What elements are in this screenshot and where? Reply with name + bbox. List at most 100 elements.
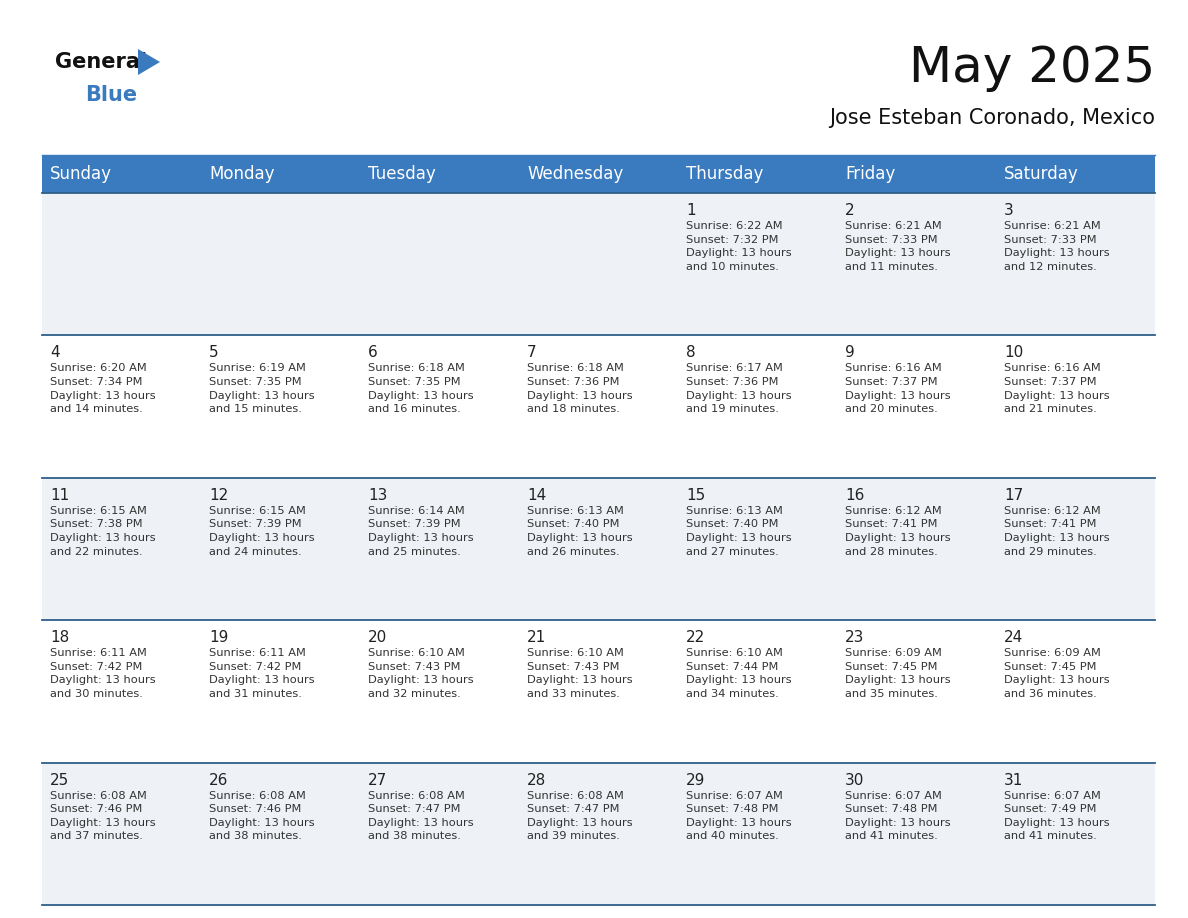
Text: Blue: Blue [86, 85, 137, 105]
Bar [838, 155, 996, 193]
Bar [838, 621, 996, 763]
Text: Sunrise: 6:12 AM
Sunset: 7:41 PM
Daylight: 13 hours
and 28 minutes.: Sunrise: 6:12 AM Sunset: 7:41 PM Dayligh… [845, 506, 950, 556]
Bar [42, 155, 201, 193]
Text: Sunrise: 6:14 AM
Sunset: 7:39 PM
Daylight: 13 hours
and 25 minutes.: Sunrise: 6:14 AM Sunset: 7:39 PM Dayligh… [368, 506, 474, 556]
Text: Sunrise: 6:17 AM
Sunset: 7:36 PM
Daylight: 13 hours
and 19 minutes.: Sunrise: 6:17 AM Sunset: 7:36 PM Dayligh… [685, 364, 791, 414]
Text: 19: 19 [209, 630, 228, 645]
Text: 23: 23 [845, 630, 865, 645]
Text: Sunrise: 6:20 AM
Sunset: 7:34 PM
Daylight: 13 hours
and 14 minutes.: Sunrise: 6:20 AM Sunset: 7:34 PM Dayligh… [50, 364, 156, 414]
Text: 11: 11 [50, 487, 69, 503]
Bar [519, 193, 678, 335]
Bar [838, 763, 996, 905]
Text: Sunrise: 6:07 AM
Sunset: 7:48 PM
Daylight: 13 hours
and 41 minutes.: Sunrise: 6:07 AM Sunset: 7:48 PM Dayligh… [845, 790, 950, 842]
Text: 31: 31 [1004, 773, 1023, 788]
Bar [678, 477, 838, 621]
Text: 6: 6 [368, 345, 378, 361]
Bar [519, 763, 678, 905]
Text: 12: 12 [209, 487, 228, 503]
Bar [360, 193, 519, 335]
Bar [360, 477, 519, 621]
Bar [201, 155, 360, 193]
Text: 4: 4 [50, 345, 59, 361]
Bar [42, 621, 201, 763]
Text: Sunrise: 6:08 AM
Sunset: 7:46 PM
Daylight: 13 hours
and 37 minutes.: Sunrise: 6:08 AM Sunset: 7:46 PM Dayligh… [50, 790, 156, 842]
Bar [519, 155, 678, 193]
Text: Sunrise: 6:16 AM
Sunset: 7:37 PM
Daylight: 13 hours
and 20 minutes.: Sunrise: 6:16 AM Sunset: 7:37 PM Dayligh… [845, 364, 950, 414]
Text: Sunrise: 6:13 AM
Sunset: 7:40 PM
Daylight: 13 hours
and 27 minutes.: Sunrise: 6:13 AM Sunset: 7:40 PM Dayligh… [685, 506, 791, 556]
Bar [201, 477, 360, 621]
Text: Sunrise: 6:10 AM
Sunset: 7:44 PM
Daylight: 13 hours
and 34 minutes.: Sunrise: 6:10 AM Sunset: 7:44 PM Dayligh… [685, 648, 791, 699]
Text: 2: 2 [845, 203, 854, 218]
Text: 10: 10 [1004, 345, 1023, 361]
Text: Sunrise: 6:08 AM
Sunset: 7:47 PM
Daylight: 13 hours
and 39 minutes.: Sunrise: 6:08 AM Sunset: 7:47 PM Dayligh… [527, 790, 633, 842]
Text: Sunrise: 6:10 AM
Sunset: 7:43 PM
Daylight: 13 hours
and 33 minutes.: Sunrise: 6:10 AM Sunset: 7:43 PM Dayligh… [527, 648, 633, 699]
Text: Thursday: Thursday [685, 165, 764, 183]
Text: 25: 25 [50, 773, 69, 788]
Text: Tuesday: Tuesday [368, 165, 436, 183]
Polygon shape [138, 49, 160, 75]
Bar [996, 477, 1155, 621]
Text: Sunrise: 6:18 AM
Sunset: 7:36 PM
Daylight: 13 hours
and 18 minutes.: Sunrise: 6:18 AM Sunset: 7:36 PM Dayligh… [527, 364, 633, 414]
Text: May 2025: May 2025 [909, 44, 1155, 92]
Text: Sunday: Sunday [50, 165, 112, 183]
Bar [360, 621, 519, 763]
Bar [519, 477, 678, 621]
Text: Sunrise: 6:10 AM
Sunset: 7:43 PM
Daylight: 13 hours
and 32 minutes.: Sunrise: 6:10 AM Sunset: 7:43 PM Dayligh… [368, 648, 474, 699]
Bar [996, 621, 1155, 763]
Text: Sunrise: 6:15 AM
Sunset: 7:39 PM
Daylight: 13 hours
and 24 minutes.: Sunrise: 6:15 AM Sunset: 7:39 PM Dayligh… [209, 506, 315, 556]
Text: 15: 15 [685, 487, 706, 503]
Text: 17: 17 [1004, 487, 1023, 503]
Text: Friday: Friday [845, 165, 896, 183]
Text: Sunrise: 6:22 AM
Sunset: 7:32 PM
Daylight: 13 hours
and 10 minutes.: Sunrise: 6:22 AM Sunset: 7:32 PM Dayligh… [685, 221, 791, 272]
Text: 16: 16 [845, 487, 865, 503]
Bar [678, 621, 838, 763]
Text: Sunrise: 6:12 AM
Sunset: 7:41 PM
Daylight: 13 hours
and 29 minutes.: Sunrise: 6:12 AM Sunset: 7:41 PM Dayligh… [1004, 506, 1110, 556]
Bar [678, 763, 838, 905]
Bar [996, 193, 1155, 335]
Bar [360, 155, 519, 193]
Text: 1: 1 [685, 203, 696, 218]
Text: 13: 13 [368, 487, 387, 503]
Text: General: General [55, 52, 147, 72]
Text: 14: 14 [527, 487, 546, 503]
Bar [678, 335, 838, 477]
Text: Jose Esteban Coronado, Mexico: Jose Esteban Coronado, Mexico [829, 108, 1155, 128]
Text: Sunrise: 6:15 AM
Sunset: 7:38 PM
Daylight: 13 hours
and 22 minutes.: Sunrise: 6:15 AM Sunset: 7:38 PM Dayligh… [50, 506, 156, 556]
Text: Sunrise: 6:19 AM
Sunset: 7:35 PM
Daylight: 13 hours
and 15 minutes.: Sunrise: 6:19 AM Sunset: 7:35 PM Dayligh… [209, 364, 315, 414]
Bar [519, 621, 678, 763]
Text: 18: 18 [50, 630, 69, 645]
Bar [838, 477, 996, 621]
Text: 27: 27 [368, 773, 387, 788]
Bar [678, 155, 838, 193]
Bar [201, 621, 360, 763]
Bar [360, 763, 519, 905]
Bar [838, 193, 996, 335]
Text: Sunrise: 6:11 AM
Sunset: 7:42 PM
Daylight: 13 hours
and 30 minutes.: Sunrise: 6:11 AM Sunset: 7:42 PM Dayligh… [50, 648, 156, 699]
Bar [678, 193, 838, 335]
Text: 28: 28 [527, 773, 546, 788]
Bar [201, 763, 360, 905]
Text: Sunrise: 6:09 AM
Sunset: 7:45 PM
Daylight: 13 hours
and 36 minutes.: Sunrise: 6:09 AM Sunset: 7:45 PM Dayligh… [1004, 648, 1110, 699]
Text: Wednesday: Wednesday [527, 165, 624, 183]
Text: Sunrise: 6:21 AM
Sunset: 7:33 PM
Daylight: 13 hours
and 11 minutes.: Sunrise: 6:21 AM Sunset: 7:33 PM Dayligh… [845, 221, 950, 272]
Text: 3: 3 [1004, 203, 1013, 218]
Text: 24: 24 [1004, 630, 1023, 645]
Text: 30: 30 [845, 773, 865, 788]
Text: Saturday: Saturday [1004, 165, 1079, 183]
Text: 9: 9 [845, 345, 854, 361]
Bar [360, 335, 519, 477]
Bar [42, 477, 201, 621]
Bar [42, 335, 201, 477]
Text: 26: 26 [209, 773, 228, 788]
Text: 22: 22 [685, 630, 706, 645]
Text: 29: 29 [685, 773, 706, 788]
Text: Sunrise: 6:07 AM
Sunset: 7:48 PM
Daylight: 13 hours
and 40 minutes.: Sunrise: 6:07 AM Sunset: 7:48 PM Dayligh… [685, 790, 791, 842]
Text: 8: 8 [685, 345, 696, 361]
Text: Sunrise: 6:18 AM
Sunset: 7:35 PM
Daylight: 13 hours
and 16 minutes.: Sunrise: 6:18 AM Sunset: 7:35 PM Dayligh… [368, 364, 474, 414]
Text: Sunrise: 6:16 AM
Sunset: 7:37 PM
Daylight: 13 hours
and 21 minutes.: Sunrise: 6:16 AM Sunset: 7:37 PM Dayligh… [1004, 364, 1110, 414]
Text: Monday: Monday [209, 165, 274, 183]
Text: Sunrise: 6:08 AM
Sunset: 7:46 PM
Daylight: 13 hours
and 38 minutes.: Sunrise: 6:08 AM Sunset: 7:46 PM Dayligh… [209, 790, 315, 842]
Bar [201, 335, 360, 477]
Text: Sunrise: 6:13 AM
Sunset: 7:40 PM
Daylight: 13 hours
and 26 minutes.: Sunrise: 6:13 AM Sunset: 7:40 PM Dayligh… [527, 506, 633, 556]
Bar [996, 155, 1155, 193]
